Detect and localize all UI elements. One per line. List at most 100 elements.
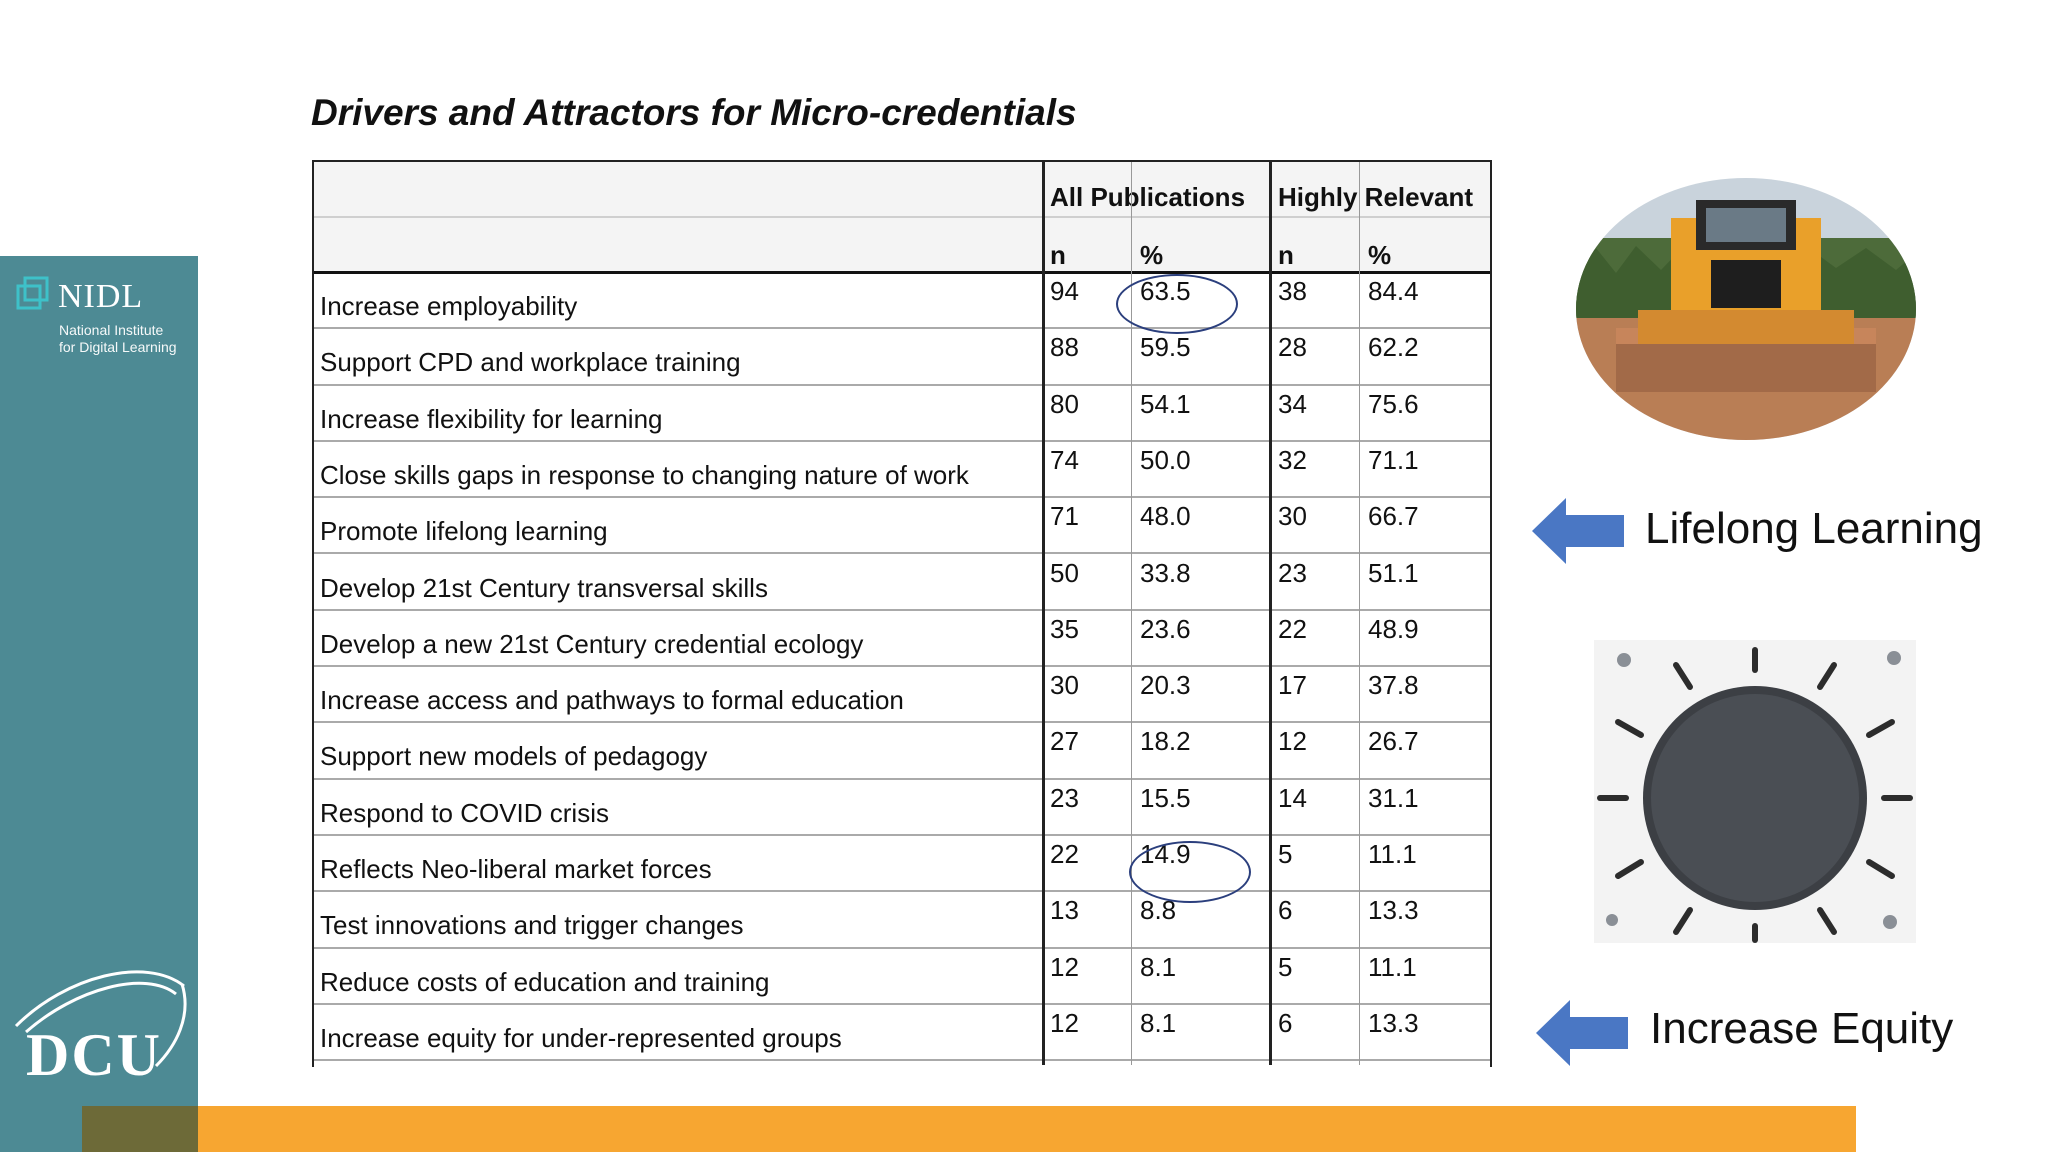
cell-all-pct: 59.5 xyxy=(1140,332,1191,363)
cell-hr-pct: 37.8 xyxy=(1368,670,1419,701)
sidebar: NIDL National Institute for Digital Lear… xyxy=(0,256,198,1152)
row-divider xyxy=(312,1059,1492,1062)
cell-hr-n: 30 xyxy=(1278,501,1307,532)
cell-hr-n: 32 xyxy=(1278,444,1307,475)
cell-hr-n: 28 xyxy=(1278,332,1307,363)
header-divider xyxy=(312,216,1492,218)
cell-all-n: 94 xyxy=(1050,276,1079,306)
cell-hr-pct: 71.1 xyxy=(1368,444,1419,475)
cell-all-n: 80 xyxy=(1050,388,1079,419)
cell-hr-pct: 75.6 xyxy=(1368,388,1419,419)
row-label: Increase flexibility for learning xyxy=(320,403,663,434)
annotation-circle-neoliberal xyxy=(1129,841,1251,903)
table-row: Reflects Neo-liberal market forces 22 14.9… xyxy=(312,836,1492,893)
cell-all-pct: 18.2 xyxy=(1140,726,1191,757)
cell-all-n: 27 xyxy=(1050,726,1079,757)
row-label: Promote lifelong learning xyxy=(320,516,608,547)
table-border xyxy=(312,160,1492,1067)
nidl-name: NIDL xyxy=(58,278,144,315)
callout-increase-equity: Increase Equity xyxy=(1650,1004,1954,1053)
row-label: Develop 21st Century transversal skills xyxy=(320,572,768,603)
cell-hr-pct: 31.1 xyxy=(1368,782,1419,813)
cell-all-pct: 50.0 xyxy=(1140,444,1191,475)
cell-hr-pct: 84.4 xyxy=(1368,276,1419,306)
row-divider xyxy=(312,496,1492,499)
cell-hr-n: 5 xyxy=(1278,839,1293,869)
nidl-logo-icon xyxy=(16,276,49,310)
cell-all-pct: 15.5 xyxy=(1140,782,1191,813)
table-row: Reduce costs of education and training 12… xyxy=(312,949,1492,1005)
row-divider xyxy=(312,383,1492,386)
left-arrow-icon xyxy=(1532,498,1624,564)
table-row: Support new models of pedagogy 27 18.2 12 26… xyxy=(312,723,1492,780)
cell-all-pct: 23.6 xyxy=(1140,613,1191,644)
cell-all-n: 30 xyxy=(1050,670,1079,701)
row-divider xyxy=(312,946,1492,949)
row-divider xyxy=(312,665,1492,668)
table-row: Close skills gaps in response to changin… xyxy=(312,442,1492,499)
table-row: Promote lifelong learning 71 48.0 30 66.7 xyxy=(312,498,1492,555)
table-row: Increase access and pathways to formal e… xyxy=(312,667,1492,724)
table-row: Increase equity for under-represented gr… xyxy=(312,1005,1492,1062)
table-row: Increase flexibility for learning 80 54.1 3… xyxy=(312,386,1492,442)
row-label: Develop a new 21st Century credential ec… xyxy=(320,628,864,659)
cell-hr-pct: 11.1 xyxy=(1368,951,1417,982)
cell-all-pct: 54.1 xyxy=(1140,388,1191,419)
row-divider xyxy=(312,833,1492,836)
column-divider-group xyxy=(1269,160,1272,1065)
row-label: Support CPD and workplace training xyxy=(320,347,741,378)
header-bottom-rule xyxy=(312,271,1492,274)
cell-hr-pct: 51.1 xyxy=(1368,557,1419,588)
row-label: Test innovations and trigger changes xyxy=(320,910,744,941)
cell-hr-n: 5 xyxy=(1278,951,1293,982)
cell-all-n: 22 xyxy=(1050,839,1079,869)
row-label: Increase equity for under-represented gr… xyxy=(320,1022,842,1053)
row-divider xyxy=(312,552,1492,555)
row-divider xyxy=(312,1002,1492,1005)
table-row: Develop a new 21st Century credential ec… xyxy=(312,611,1492,668)
left-arrow-icon xyxy=(1536,1000,1628,1066)
table-row: Test innovations and trigger changes 13 8.… xyxy=(312,892,1492,949)
row-divider xyxy=(312,608,1492,611)
cell-hr-n: 22 xyxy=(1278,613,1307,644)
row-divider xyxy=(312,721,1492,724)
nidl-subtitle-line2: for Digital Learning xyxy=(59,339,177,355)
row-label: Support new models of pedagogy xyxy=(320,741,708,772)
cell-hr-pct: 66.7 xyxy=(1368,501,1419,532)
nidl-subtitle-line1: National Institute xyxy=(59,322,164,338)
cell-all-n: 50 xyxy=(1050,557,1079,588)
cell-hr-n: 17 xyxy=(1278,670,1307,701)
row-divider xyxy=(312,439,1492,442)
cell-hr-pct: 62.2 xyxy=(1368,332,1419,363)
row-label: Increase employability xyxy=(320,291,578,321)
screws-image xyxy=(1594,640,1916,943)
table-row: Respond to COVID crisis 23 15.5 14 31.1 xyxy=(312,780,1492,836)
slide-title: Drivers and Attractors for Micro-credent… xyxy=(311,92,1077,133)
column-divider-main xyxy=(1042,160,1045,1065)
cell-hr-pct: 13.3 xyxy=(1368,1007,1419,1038)
cell-all-n: 88 xyxy=(1050,332,1079,363)
cell-all-pct: 8.1 xyxy=(1140,951,1177,982)
cell-all-pct: 20.3 xyxy=(1140,670,1191,701)
data-table: All Publications Highly Relevant n % n %… xyxy=(312,160,1492,1067)
cell-all-pct: 33.8 xyxy=(1140,557,1191,588)
table-row: Support CPD and workplace training 88 59.5… xyxy=(312,329,1492,386)
row-label: Reduce costs of education and training xyxy=(320,966,770,997)
bulldozer-image xyxy=(1576,178,1916,440)
column-divider-hr xyxy=(1359,160,1360,1065)
row-label: Close skills gaps in response to changin… xyxy=(320,459,969,490)
cell-hr-n: 34 xyxy=(1278,388,1307,419)
row-divider xyxy=(312,777,1492,780)
cell-all-n: 35 xyxy=(1050,613,1079,644)
row-label: Respond to COVID crisis xyxy=(320,797,609,828)
header-all-n: n xyxy=(1050,240,1066,270)
cell-hr-n: 38 xyxy=(1278,276,1307,306)
cell-all-n: 12 xyxy=(1050,1007,1079,1038)
cell-hr-pct: 26.7 xyxy=(1368,726,1419,757)
cell-all-pct: 48.0 xyxy=(1140,501,1191,532)
dcu-logo-icon xyxy=(14,970,187,1068)
column-divider-all xyxy=(1131,160,1132,1065)
annotation-circle-employability xyxy=(1116,274,1238,334)
footer-band-dark xyxy=(82,1106,198,1152)
cell-all-n: 23 xyxy=(1050,782,1079,813)
